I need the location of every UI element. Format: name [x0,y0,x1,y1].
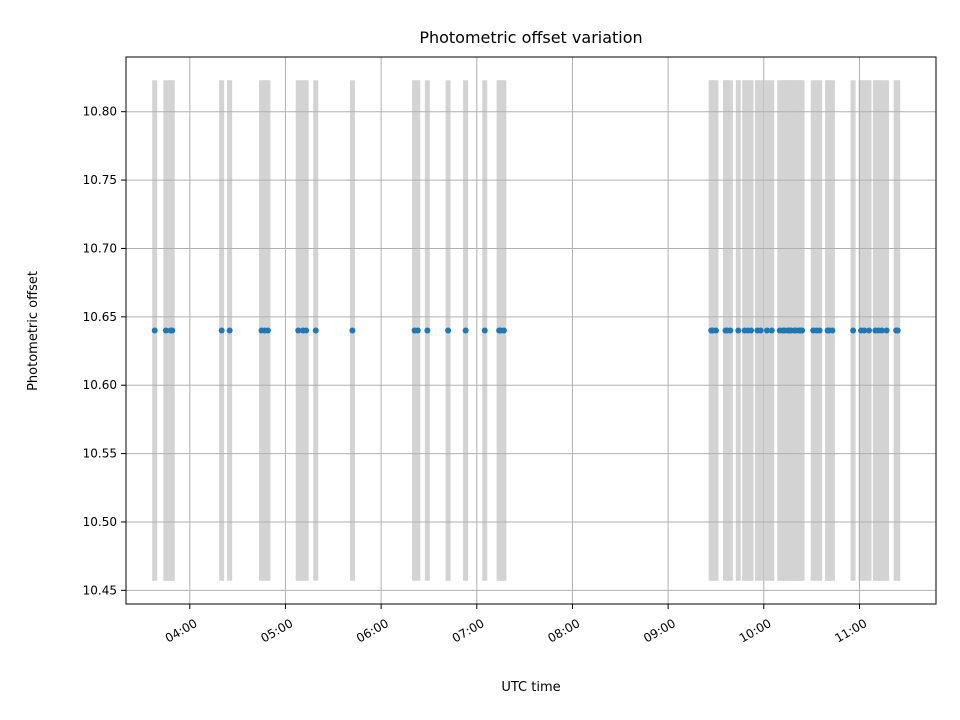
data-point [883,327,890,334]
data-point [763,327,770,334]
y-tick-label: 10.80 [83,105,117,119]
y-tick-label: 10.65 [83,310,117,324]
data-point [757,327,764,334]
x-tick-label: 06:00 [354,616,391,645]
data-point [445,327,452,334]
x-tick-label: 05:00 [258,616,295,645]
data-points [151,327,901,334]
data-point [500,327,507,334]
data-point [162,327,169,334]
x-tick-label: 10:00 [737,616,774,645]
data-point [866,327,873,334]
x-axis-label: UTC time [501,680,560,695]
x-tick-label: 09:00 [641,616,678,645]
data-point [303,327,310,334]
data-point [424,327,431,334]
y-tick-label: 10.70 [83,241,117,255]
x-tick-label: 04:00 [163,616,200,645]
data-point [799,327,806,334]
data-point [481,327,488,334]
plot-frame [125,56,937,605]
data-point [349,327,356,334]
data-point [878,327,885,334]
data-point [861,327,868,334]
y-axis-ticks: 10.45 10.50 10.55 10.60 10.65 10.70 10.75 10.80 [83,105,126,597]
data-point [748,327,755,334]
data-point [735,327,742,334]
data-point [816,327,823,334]
data-point [712,327,719,334]
x-axis-ticks: 04:00 05:00 06:00 07:00 08:00 09:00 10:00 11:00 [163,604,869,646]
x-tick-label: 08:00 [545,616,582,645]
data-point [312,327,319,334]
data-point [218,327,225,334]
y-tick-label: 10.55 [83,447,117,461]
data-point [226,327,233,334]
data-point [727,327,734,334]
y-tick-label: 10.60 [83,378,117,392]
y-axis-label: Photometric offset [26,271,41,391]
chart-title: Photometric offset variation [419,28,642,47]
data-point [295,327,302,334]
data-point [768,327,775,334]
data-point [414,327,421,334]
data-point [894,327,901,334]
x-tick-label: 07:00 [450,616,487,645]
data-point [151,327,158,334]
data-point [462,327,469,334]
data-point [850,327,857,334]
data-point [169,327,176,334]
y-tick-label: 10.45 [83,583,117,597]
x-tick-label: 11:00 [832,616,869,645]
data-point [264,327,271,334]
y-tick-label: 10.75 [83,173,117,187]
data-point [829,327,836,334]
y-tick-label: 10.50 [83,515,117,529]
